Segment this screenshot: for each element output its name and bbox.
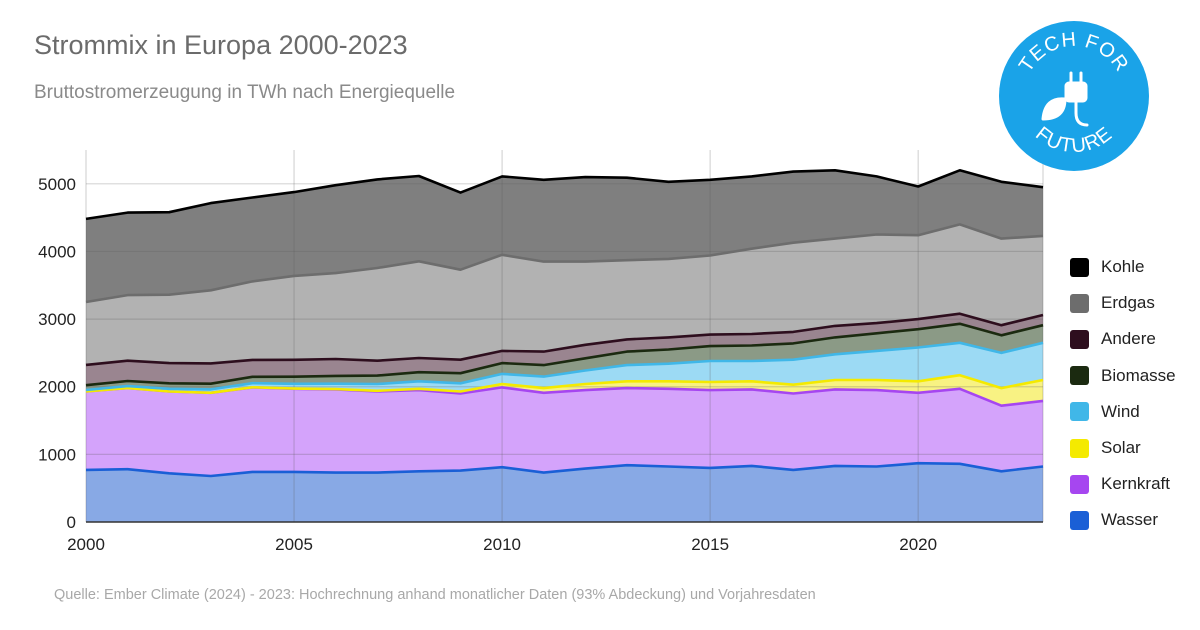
area-wasser xyxy=(86,463,1043,522)
y-tick-label: 4000 xyxy=(38,242,76,261)
legend-item-wasser: Wasser xyxy=(1070,502,1176,538)
legend-label: Erdgas xyxy=(1101,293,1155,313)
legend-label: Wasser xyxy=(1101,510,1158,530)
legend-item-erdgas: Erdgas xyxy=(1070,285,1176,321)
legend-swatch xyxy=(1070,366,1089,386)
legend-item-kohle: Kohle xyxy=(1070,249,1176,285)
legend-label: Andere xyxy=(1101,329,1156,349)
y-tick-label: 0 xyxy=(67,513,76,532)
x-tick-label: 2015 xyxy=(691,535,729,554)
legend-item-wind: Wind xyxy=(1070,394,1176,430)
legend-swatch xyxy=(1070,510,1089,530)
area-biomasse xyxy=(86,323,1043,390)
chart-title: Strommix in Europa 2000-2023 xyxy=(34,30,408,60)
legend-label: Wind xyxy=(1101,401,1140,421)
x-tick-label: 2020 xyxy=(899,535,937,554)
chart-legend: Kohle Erdgas Andere Biomasse Wind Solar Kernkr… xyxy=(1070,249,1176,539)
y-tick-label: 5000 xyxy=(38,175,76,194)
plug-leaf-icon xyxy=(1041,71,1089,127)
legend-swatch xyxy=(1070,257,1089,277)
legend-swatch xyxy=(1070,438,1089,458)
source-note: Quelle: Ember Climate (2024) - 2023: Hoc… xyxy=(54,587,816,603)
line-erdgas xyxy=(85,223,1044,304)
legend-label: Solar xyxy=(1101,438,1141,458)
tech-for-future-logo: TECH FOR FUTURE xyxy=(999,21,1149,171)
chart-subtitle: Bruttostromerzeugung in TWh nach Energie… xyxy=(34,82,456,103)
legend-item-solar: Solar xyxy=(1070,430,1176,466)
x-tick-label: 2005 xyxy=(275,535,313,554)
legend-item-andere: Andere xyxy=(1070,321,1176,357)
area-kohle xyxy=(86,170,1043,302)
legend-label: Kernkraft xyxy=(1101,474,1170,494)
line-solar xyxy=(85,373,1044,395)
legend-swatch xyxy=(1070,402,1089,422)
x-tick-label: 2000 xyxy=(67,535,105,554)
legend-swatch xyxy=(1070,329,1089,349)
legend-swatch xyxy=(1070,474,1089,494)
y-tick-label: 1000 xyxy=(38,445,76,464)
line-wasser xyxy=(85,461,1044,478)
line-andere xyxy=(85,312,1044,367)
x-tick-label: 2010 xyxy=(483,535,521,554)
area-kernkraft xyxy=(86,387,1043,476)
legend-label: Biomasse xyxy=(1101,365,1176,385)
line-biomasse xyxy=(85,322,1044,387)
line-kohle xyxy=(85,169,1044,221)
line-wind xyxy=(85,341,1044,392)
legend-item-biomasse: Biomasse xyxy=(1070,358,1176,394)
legend-label: Kohle xyxy=(1101,257,1145,277)
y-tick-label: 2000 xyxy=(38,378,76,397)
y-tick-label: 3000 xyxy=(38,310,76,329)
legend-swatch xyxy=(1070,293,1089,313)
legend-item-kernkraft: Kernkraft xyxy=(1070,466,1176,502)
area-wind xyxy=(86,342,1043,393)
